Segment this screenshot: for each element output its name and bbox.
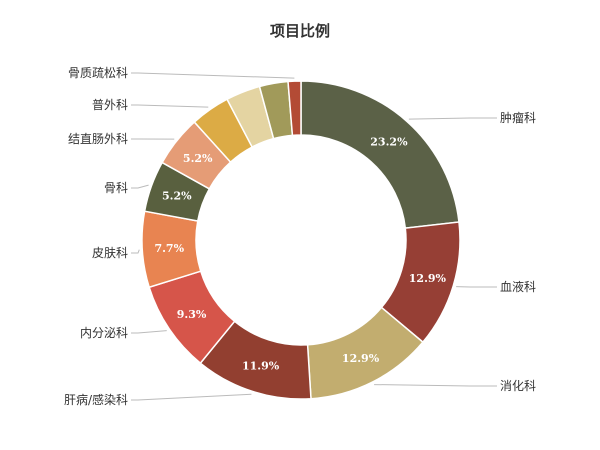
chart-title: 项目比例 xyxy=(270,22,330,40)
percent-label: 11.9% xyxy=(242,360,280,373)
percent-label: 23.2% xyxy=(370,136,408,149)
category-label: 血液科 xyxy=(500,279,536,294)
percent-labels: 23.2% 12.9% 12.9% 11.9% 9.3% 7.7% 5.2% 5.2% xyxy=(154,136,446,373)
leader-line xyxy=(131,72,295,79)
category-label: 普外科 xyxy=(92,98,128,112)
category-label: 结直肠外科 xyxy=(68,132,128,146)
category-label: 消化科 xyxy=(500,379,536,393)
category-label: 骨质疏松科 xyxy=(68,65,128,80)
category-label: 皮肤科 xyxy=(92,245,128,260)
percent-label: 7.7% xyxy=(154,242,184,255)
percent-label: 9.3% xyxy=(177,308,207,321)
leader-line xyxy=(408,117,497,120)
donut-slice[interactable] xyxy=(300,80,460,229)
percent-label: 5.2% xyxy=(162,189,192,202)
percent-label: 12.9% xyxy=(342,352,380,365)
category-label: 肿瘤科 xyxy=(500,110,536,125)
category-label: 骨科 xyxy=(104,181,128,195)
leader-line xyxy=(131,393,252,401)
leader-line xyxy=(131,249,140,254)
donut-slice[interactable] xyxy=(287,80,302,137)
category-label: 肝病/感染科 xyxy=(64,392,128,407)
leader-line xyxy=(131,330,167,334)
donut-slices xyxy=(141,80,461,400)
leader-line xyxy=(131,184,149,189)
leader-line xyxy=(374,384,497,387)
leader-lines xyxy=(131,72,497,401)
percent-label: 5.2% xyxy=(183,152,213,165)
percent-label: 12.9% xyxy=(409,272,447,285)
leader-line xyxy=(131,104,209,108)
category-label: 内分泌科 xyxy=(80,326,128,340)
